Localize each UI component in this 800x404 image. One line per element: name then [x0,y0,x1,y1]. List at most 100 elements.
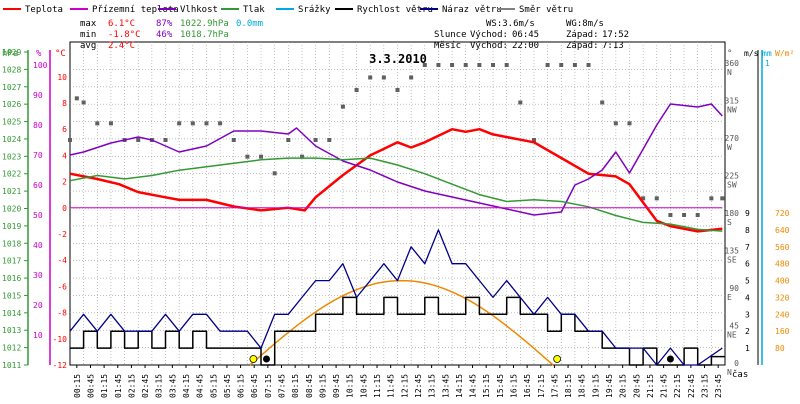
temp-tick-label: 2 [62,178,67,187]
dir-cardinal-label: SW [727,181,737,190]
wind-direction-point [190,121,195,126]
x-tick-label: 13:45 [441,374,450,398]
hpa-tick-label: 1029 [2,48,21,57]
pct-unit: % [36,49,42,59]
ms-tick-label: 5 [745,277,750,286]
temp-unit: °C [55,49,66,59]
x-tick-label: 05:15 [209,374,218,398]
wm2-tick-label: 560 [775,243,790,252]
hpa-tick-label: 1013 [2,326,21,335]
hpa-tick-label: 1024 [2,135,21,144]
ms-tick-label: 3 [745,310,750,319]
wind-direction-point [245,154,250,159]
x-tick-label: 01:15 [100,374,109,398]
hpa-tick-label: 1022 [2,170,21,179]
wm2-tick-label: 640 [775,226,790,235]
dir-cardinal-label: NE [727,331,737,340]
hpa-tick-label: 1025 [2,118,21,127]
hpa-tick-label: 1015 [2,291,21,300]
x-tick-label: 03:45 [168,374,177,398]
legend-label: Teplota [25,5,63,15]
stat-min-temp: -1.8°C [108,30,141,40]
mm-tick-label: 1 [765,59,770,68]
stat-avg-temp: 2.4°C [108,41,135,51]
hpa-tick-label: 1017 [2,257,21,266]
wind-direction-point [627,121,632,126]
moonset-time: 7:13 [602,41,624,51]
x-tick-label: 23:45 [714,374,723,398]
x-tick-label: 12:45 [414,374,423,398]
dir-cardinal-label: SE [727,256,737,265]
ms-tick-label: 4 [745,293,750,302]
x-tick-label: 08:15 [291,374,300,398]
x-tick-label: 06:45 [250,374,259,398]
right-axes: °0N45NE90E135SE180S225SW270W315NW360Nm/s… [725,49,795,377]
wm2-tick-label: 80 [775,344,785,353]
dir-tick-label: 180 [725,209,740,218]
wind-direction-point [668,213,673,217]
wind-direction-point [695,213,700,217]
wind-direction-point [545,63,550,67]
legend-label: Směr větru [519,5,573,15]
dir-tick-label: 135 [725,247,740,256]
legend-label: Tlak [243,5,265,15]
wind-direction-point [572,63,577,67]
x-tick-label: 15:45 [496,374,505,398]
x-tick-label: 20:45 [632,374,641,398]
wm2-tick-label: 240 [775,310,790,319]
x-tick-label: 22:45 [687,374,696,398]
dir-tick-label: 45 [729,322,739,331]
wm2-tick-label: 160 [775,327,790,336]
stat-min-press: 1018.7hPa [180,30,229,40]
wind-direction-point [491,63,496,67]
x-tick-label: 03:15 [155,374,164,398]
moon-marker [666,355,674,363]
hpa-tick-label: 1028 [2,65,21,74]
x-tick-label: 18:45 [578,374,587,398]
x-tick-label: 12:15 [400,374,409,398]
stat-max-rain: 0.0mm [236,19,263,29]
ms-tick-label: 9 [745,209,750,218]
pct-tick-label: 20 [33,301,43,310]
plot-area [68,63,725,366]
wind-direction-point [81,100,86,105]
hpa-tick-label: 1021 [2,187,21,196]
sun-marker [553,355,562,363]
dir-cardinal-label: S [727,218,732,227]
hpa-tick-label: 1016 [2,274,21,283]
pct-tick-label: 40 [33,241,43,250]
x-tick-label: 14:45 [469,374,478,398]
hpa-tick-label: 1019 [2,222,21,231]
wind-direction-point [559,63,564,67]
dir-tick-label: 315 [725,97,740,106]
wind-direction-point [613,121,618,126]
x-tick-label: 15:15 [482,374,491,398]
x-tick-label: 08:45 [305,374,314,398]
legend-label: Srážky [298,5,331,15]
x-tick-label: 01:45 [114,374,123,398]
hpa-tick-label: 1014 [2,309,21,318]
stat-avg-label: avg [80,41,96,51]
temp-tick-label: -10 [53,335,68,344]
wind-direction-point [327,138,332,142]
sunrise-time: 06:45 [512,30,539,40]
sunrise-label: Východ: [470,30,508,40]
stat-max-label: max [80,19,97,29]
x-tick-label: 10:15 [346,374,355,398]
series-n-raz-v-tru-line [69,229,723,366]
wind-direction-point [272,171,277,176]
sunset-time: 17:52 [602,30,629,40]
wind-speed-avg: WS:3.6m/s [486,19,535,29]
sunset-label: Západ: [566,30,599,40]
wind-direction-point [354,88,359,92]
stat-max-hum: 87% [156,19,173,29]
x-tick-label: 04:15 [182,374,191,398]
wm2-tick-label: 720 [775,209,790,218]
wind-direction-point [74,96,79,101]
temp-tick-label: 0 [62,204,67,213]
x-tick-label: 18:15 [564,374,573,398]
series-tlak-line [69,157,723,232]
hpa-tick-label: 1023 [2,152,21,161]
wind-direction-point [368,75,373,80]
